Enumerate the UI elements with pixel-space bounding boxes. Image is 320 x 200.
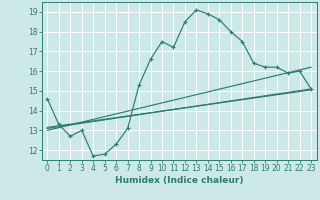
X-axis label: Humidex (Indice chaleur): Humidex (Indice chaleur) xyxy=(115,176,244,185)
